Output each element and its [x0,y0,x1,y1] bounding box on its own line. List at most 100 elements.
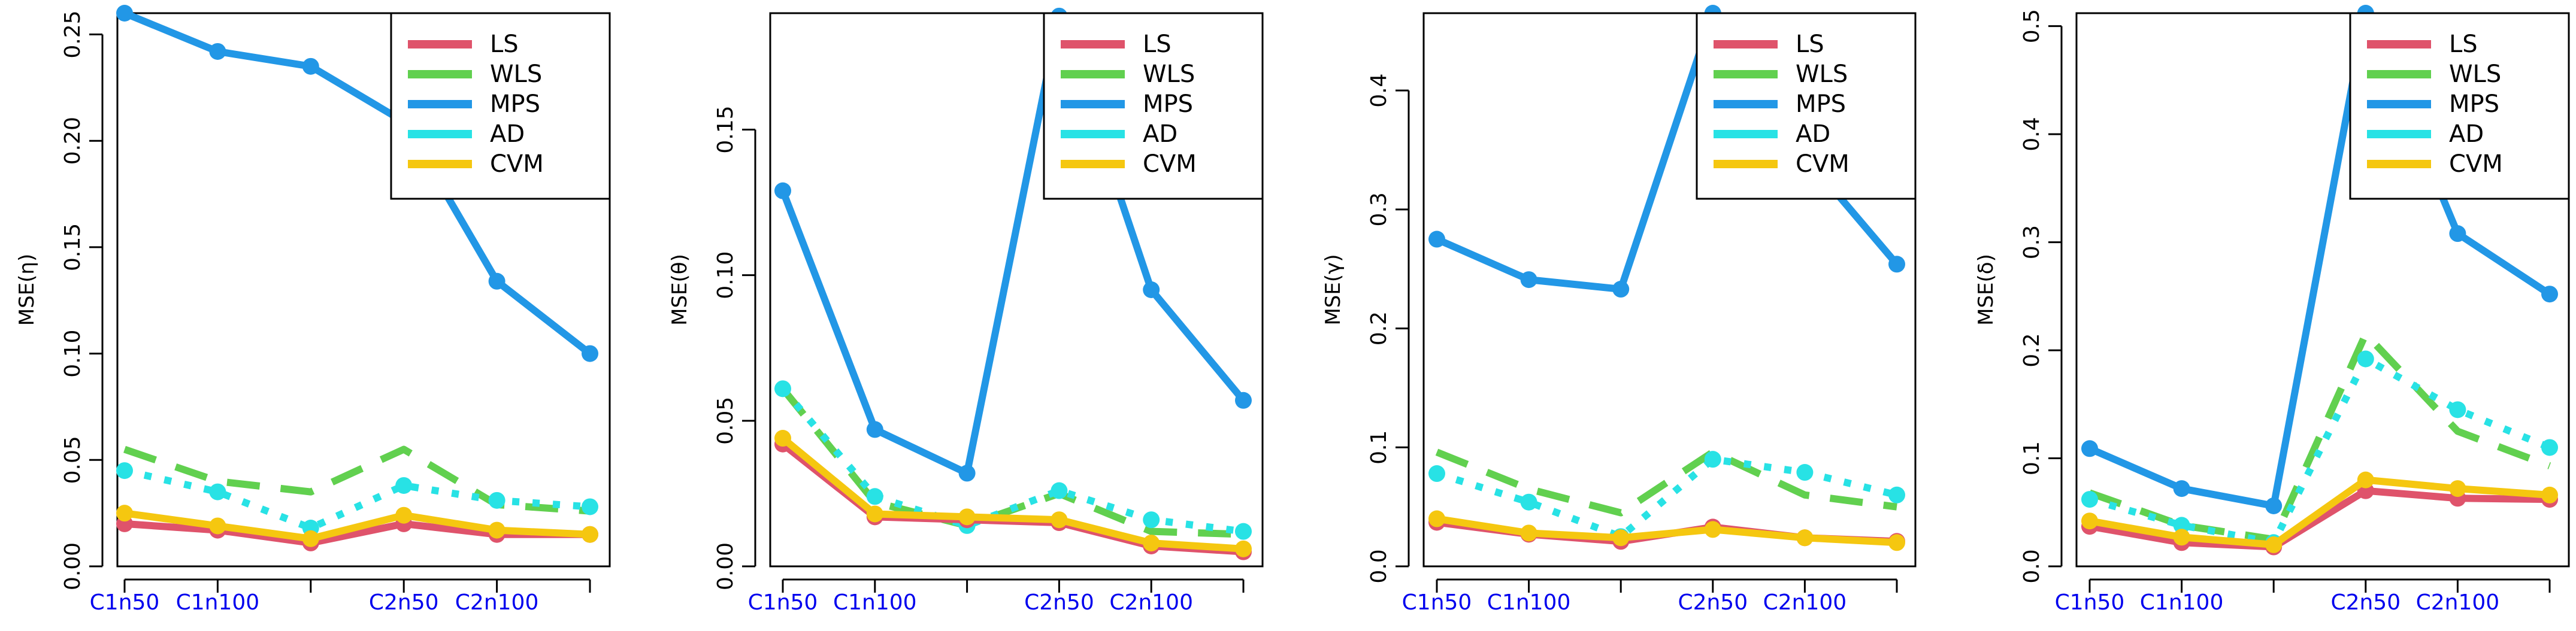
y-tick-label: 0.3 [1367,192,1391,226]
legend-label-ad: AD [1796,120,1830,148]
data-point-cvm [1888,534,1905,551]
y-tick-label: 0.3 [2020,225,2044,259]
data-point-ad [488,492,505,509]
data-point-ad [116,462,133,480]
x-tick-label: C2n50 [1024,590,1094,615]
series-line-mps [123,10,592,357]
data-point-mps [1612,281,1630,298]
data-point-ad [1051,482,1068,499]
y-tick-label: 0.4 [2020,117,2044,151]
series-line-ad [780,386,1244,535]
data-point-mps [116,5,133,22]
data-point-ad [1428,465,1445,483]
legend-label-wls: WLS [490,60,542,88]
y-axis-title: MSE(δ) [1974,254,1998,326]
data-point-mps [2541,286,2558,303]
series-line-wls [1435,448,1897,517]
data-point-mps [302,57,319,75]
data-point-cvm [582,526,598,543]
legend-label-ls: LS [1796,31,1824,58]
legend-label-mps: MPS [2449,90,2499,118]
data-point-ad [2449,401,2466,418]
chart-panel-3: 0.0 0.1 0.2 0.3 0.4 MSE(γ) C1n50 C1n100 C2n50 C2n… [1321,5,1917,615]
x-tick-label: C1n50 [2055,590,2125,615]
y-tick-label: 0.10 [60,330,85,378]
data-point-cvm [2265,536,2283,553]
y-tick-label: 0.0 [2020,549,2044,583]
series-line-ls [2088,487,2550,551]
y-tick-label: 0.15 [713,105,738,153]
data-point-cvm [488,521,505,539]
data-point-mps [209,43,226,60]
y-tick-label: 0.0 [1367,549,1391,583]
data-point-cvm [2357,471,2374,489]
data-point-ad [2541,439,2558,456]
data-point-mps [1520,271,1537,289]
series-line-ad [123,467,591,532]
y-axis-title: MSE(θ) [668,254,692,326]
x-tick-label: C2n100 [2416,590,2500,615]
series-wls [2088,330,2551,543]
data-point-mps [582,345,598,362]
data-point-ad [209,483,226,500]
x-tick-label: C1n100 [833,590,917,615]
series-wls [123,445,591,515]
data-point-cvm [2449,480,2466,497]
data-point-cvm [1235,540,1252,557]
data-point-cvm [1612,529,1630,547]
data-point-cvm [1704,521,1721,538]
series-ad [116,462,598,537]
data-point-cvm [395,506,413,524]
legend-label-ls: LS [490,31,519,58]
series-line-wls [2088,330,2551,543]
x-tick-label: C1n50 [1402,590,1472,615]
plot-frame [116,12,611,568]
data-point-mps [1428,230,1445,248]
series-cvm [116,505,598,547]
data-point-cvm [1796,529,1814,547]
plot-frame [2075,12,2570,568]
series-cvm [774,430,1252,557]
legend-label-wls: WLS [1796,60,1848,88]
data-point-mps [2265,497,2283,514]
data-point-ad [582,498,598,515]
series-ad [774,380,1252,540]
series-line-ad [1436,456,1898,541]
series-line-cvm [124,509,591,542]
x-tick-label: C1n100 [1487,590,1571,615]
legend-label-mps: MPS [1143,90,1193,118]
data-point-cvm [302,530,319,547]
chart-panel-1: 0.00 0.05 0.10 0.15 0.20 0.25 MSE(η) C1n50 C1n10… [15,5,611,615]
y-tick-label: 0.1 [1367,430,1391,465]
data-point-ad [2173,517,2190,534]
data-point-cvm [774,430,791,447]
legend-label-ad: AD [490,120,525,148]
series-ad [2081,350,2558,551]
data-point-ad [2357,350,2374,368]
data-point-cvm [1143,535,1160,552]
series-line-wls [780,386,1244,538]
legend-label-mps: MPS [1796,90,1846,118]
data-point-ad [1235,523,1252,540]
data-point-ad [395,477,413,494]
data-point-mps [2173,480,2190,497]
data-point-cvm [116,505,133,522]
y-tick-label: 0.25 [60,10,85,58]
series-line-cvm [1436,515,1897,547]
data-point-ad [1796,464,1814,481]
series-wls [780,386,1244,538]
y-tick-label: 0.2 [1367,311,1391,345]
data-point-cvm [209,517,226,535]
y-tick-label: 0.5 [2020,9,2044,43]
y-tick-label: 0.10 [713,251,738,299]
y-tick-label: 0.15 [60,223,85,271]
y-axis-title: MSE(γ) [1321,254,1345,325]
data-point-mps [2449,225,2466,242]
data-point-mps [866,421,883,438]
series-wls [1435,448,1897,517]
y-tick-label: 0.1 [2020,441,2044,475]
series-line-mps [779,12,1246,477]
y-axis-title: MSE(η) [15,254,39,326]
